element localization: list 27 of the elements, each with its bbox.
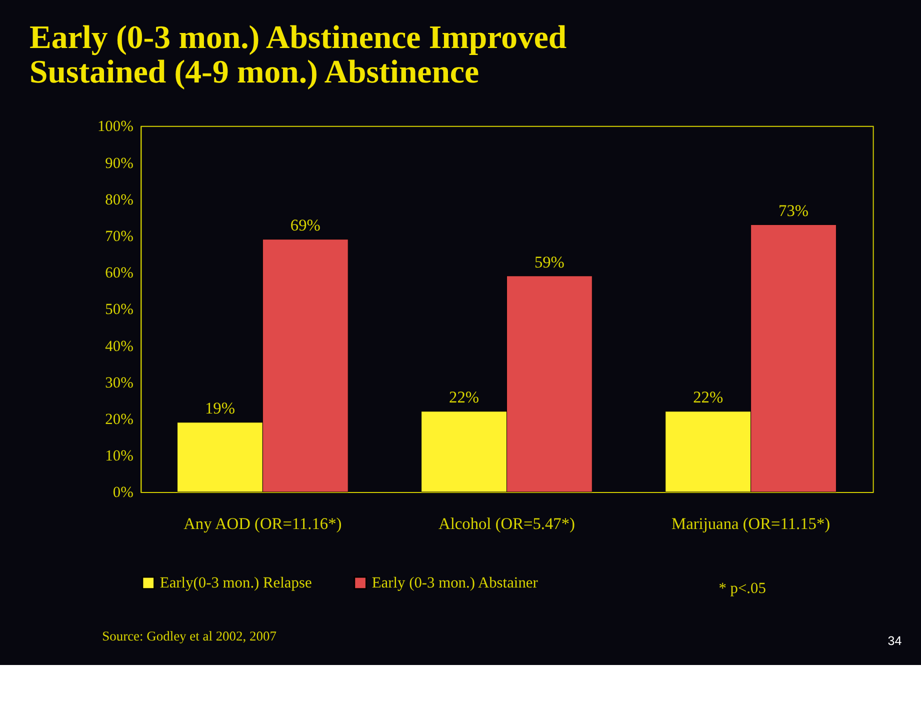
y-tick-label: 70% (105, 228, 134, 245)
x-tick-label: Marijuana (OR=11.15*) (672, 514, 830, 534)
text: Early (0-3 mon.) Abstinence Improved (30, 20, 567, 56)
data-label: 22% (693, 388, 724, 407)
source-note: Source: Godley et al 2002, 2007 (102, 628, 277, 644)
y-tick-label: 90% (105, 154, 134, 172)
x-tick-label: Alcohol (OR=5.47*) (438, 514, 575, 534)
y-tick-label: 60% (105, 264, 134, 282)
y-tick-label: 80% (105, 191, 134, 208)
y-tick-label: 40% (105, 338, 134, 355)
text: 34 (888, 634, 902, 648)
y-tick-label: 30% (105, 374, 134, 392)
data-label: 19% (204, 398, 236, 418)
data-label: 73% (778, 201, 809, 220)
data-label: 59% (534, 252, 565, 272)
y-tick-label: 20% (105, 411, 134, 428)
data-label: 69% (290, 216, 321, 235)
data-label: 22% (449, 388, 480, 407)
legend-label: Early (0-3 mon.) Abstainer (372, 574, 538, 592)
text: Sustained (4-9 mon.) Abstinence (30, 54, 479, 90)
y-tick-label: 100% (97, 118, 134, 136)
y-tick-label: 50% (105, 301, 134, 318)
y-tick-label: 0% (112, 484, 134, 502)
text: * p<.05 (718, 580, 766, 598)
x-tick-label: Any AOD (OR=11.16*) (184, 514, 342, 534)
legend-label: Early(0-3 mon.) Relapse (160, 574, 312, 592)
y-tick-label: 10% (105, 448, 134, 465)
